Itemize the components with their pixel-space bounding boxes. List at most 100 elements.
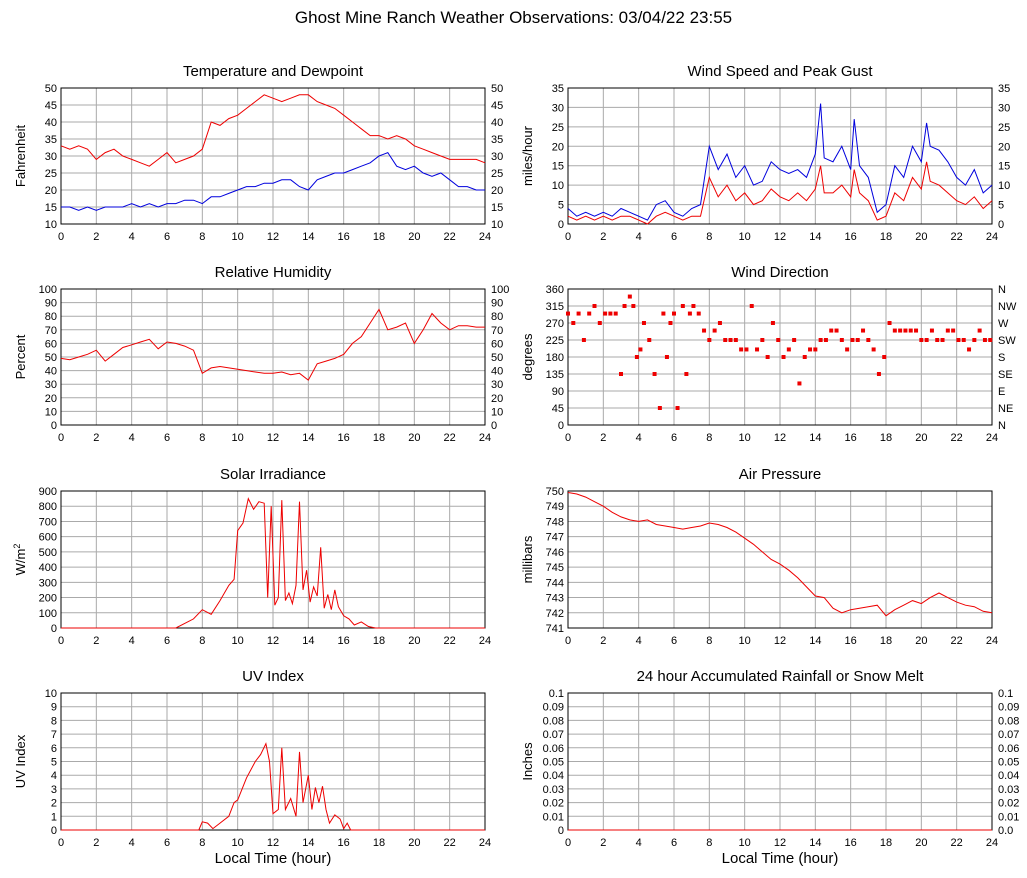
- dir-ylabel: degrees: [520, 333, 535, 380]
- rain-ytick-label: 0.05: [543, 757, 564, 769]
- dir-title: Wind Direction: [731, 264, 829, 281]
- dir-ytick-label: 225: [546, 335, 564, 347]
- rain-right-tick-label: 0.01: [998, 811, 1019, 823]
- wind-right-tick-label: 30: [998, 102, 1010, 114]
- wind-xtick-label: 14: [809, 231, 821, 243]
- temp-xtick-label: 2: [93, 231, 99, 243]
- rain-xtick-label: 24: [986, 837, 998, 849]
- dir-point: [961, 338, 966, 342]
- solar-xtick-label: 0: [58, 635, 64, 647]
- rh-xtick-label: 24: [479, 432, 491, 444]
- wind-xtick-label: 24: [986, 231, 998, 243]
- wind-right-tick-label: 25: [998, 122, 1010, 134]
- rain-xtick-label: 8: [706, 837, 712, 849]
- wind-xtick-label: 22: [951, 231, 963, 243]
- dir-point: [919, 338, 924, 342]
- solar-ytick-label: 900: [39, 486, 57, 498]
- uv-ytick-label: 5: [51, 757, 57, 769]
- dir-xtick-label: 6: [671, 432, 677, 444]
- uv-xtick-label: 24: [479, 837, 491, 849]
- rain-ytick-label: 0.03: [543, 784, 564, 796]
- dir-point: [903, 328, 908, 333]
- rh-xtick-label: 8: [199, 432, 205, 444]
- dir-right-tick-label: S: [998, 352, 1005, 364]
- dir-point: [781, 355, 786, 359]
- temp-right-tick-label: 15: [491, 202, 503, 214]
- temp-right-tick-label: 30: [491, 151, 503, 163]
- rh-xtick-label: 12: [267, 432, 279, 444]
- rh-ytick-label: 90: [45, 298, 57, 310]
- rh-right-tick-label: 40: [491, 366, 503, 378]
- pressure-ytick-label: 744: [546, 577, 564, 589]
- dir-point: [945, 328, 950, 333]
- uv-ytick-label: 3: [51, 784, 57, 796]
- pressure-xtick-label: 18: [880, 635, 892, 647]
- pressure-xtick-label: 10: [739, 635, 751, 647]
- dir-point: [707, 338, 712, 342]
- uv-xtick-label: 8: [199, 837, 205, 849]
- uv-series-line-red: [61, 742, 485, 831]
- temp-ytick-label: 15: [45, 202, 57, 214]
- wind-ytick-label: 20: [552, 141, 564, 153]
- rh-xtick-label: 14: [302, 432, 314, 444]
- dir-xtick-label: 2: [600, 432, 606, 444]
- rh-ytick-label: 80: [45, 311, 57, 323]
- solar-ytick-label: 800: [39, 501, 57, 513]
- rh-xtick-label: 10: [232, 432, 244, 444]
- uv-frame: [60, 692, 486, 831]
- dir-point: [652, 372, 657, 376]
- temp-ytick-label: 30: [45, 151, 57, 163]
- rain-xtick-label: 6: [671, 837, 677, 849]
- temp-xtick-label: 22: [444, 231, 456, 243]
- rh-xtick-label: 2: [93, 432, 99, 444]
- wind-xtick-label: 8: [706, 231, 712, 243]
- dir-point: [672, 311, 676, 316]
- dir-xtick-label: 24: [986, 432, 998, 444]
- solar-ytick-label: 500: [39, 547, 57, 559]
- uv-ytick-label: 6: [51, 743, 57, 755]
- temp-right-tick-label: 40: [491, 117, 503, 129]
- wind-ytick-label: 15: [552, 161, 564, 173]
- solar-xtick-label: 18: [373, 635, 385, 647]
- dir-point: [597, 321, 602, 325]
- dir-point: [603, 311, 608, 316]
- dir-point: [696, 311, 701, 316]
- dir-point: [829, 328, 834, 333]
- rh-right-tick-label: 70: [491, 325, 503, 337]
- dir-right-tick-label: SE: [998, 369, 1013, 381]
- temp-xtick-label: 8: [199, 231, 205, 243]
- dir-xtick-label: 8: [706, 432, 712, 444]
- dir-ytick-label: 135: [546, 369, 564, 381]
- dir-point: [802, 355, 807, 359]
- temp-right-tick-label: 25: [491, 168, 503, 180]
- dir-point: [956, 338, 961, 342]
- uv-ytick-label: 10: [45, 688, 57, 700]
- uv-xtick-label: 6: [164, 837, 170, 849]
- uv-xtick-label: 20: [408, 837, 420, 849]
- uv-xtick-label: 18: [373, 837, 385, 849]
- dir-point: [967, 347, 972, 352]
- dir-right-tick-label: N: [998, 420, 1006, 432]
- solar-ytick-label: 100: [39, 608, 57, 620]
- dir-ytick-label: 180: [546, 352, 564, 364]
- rain-right-tick-label: 0.0: [998, 825, 1013, 837]
- wind-right-tick-label: 0: [998, 219, 1004, 231]
- dir-point: [792, 338, 797, 342]
- dir-point: [982, 338, 987, 342]
- wind-right-tick-label: 5: [998, 200, 1004, 212]
- wind-ylabel: miles/hour: [520, 125, 535, 186]
- pressure-xtick-label: 22: [951, 635, 963, 647]
- rain-title: 24 hour Accumulated Rainfall or Snow Mel…: [637, 668, 925, 685]
- rain-right-tick-label: 0.03: [998, 784, 1019, 796]
- rh-xtick-label: 22: [444, 432, 456, 444]
- dir-point: [717, 321, 722, 325]
- rain-ytick-label: 0.02: [543, 798, 564, 810]
- pressure-xtick-label: 20: [915, 635, 927, 647]
- pressure-ytick-label: 747: [546, 532, 564, 544]
- dir-point: [850, 338, 855, 342]
- rain-right-tick-label: 0.07: [998, 729, 1019, 741]
- uv-ytick-label: 0: [51, 825, 57, 837]
- rain-right-tick-label: 0.05: [998, 757, 1019, 769]
- rain-xtick-label: 14: [809, 837, 821, 849]
- pressure-xtick-label: 14: [809, 635, 821, 647]
